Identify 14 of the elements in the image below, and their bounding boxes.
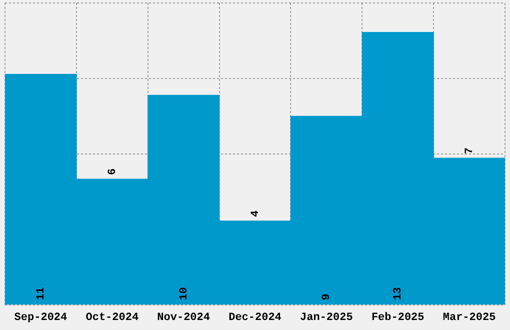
x-tick-label: Nov-2024 <box>157 312 210 324</box>
x-tick-label: Feb-2025 <box>371 312 425 324</box>
data-label: 13 <box>392 286 405 300</box>
data-label: 6 <box>106 168 119 176</box>
x-tick-label: Dec-2024 <box>228 312 282 324</box>
x-tick-label: Sep-2024 <box>14 312 68 324</box>
data-label: 11 <box>35 286 48 300</box>
x-tick-label: Mar-2025 <box>442 312 496 324</box>
x-tick-label: Jan-2025 <box>300 312 354 324</box>
data-label: 7 <box>464 147 476 154</box>
data-label: 9 <box>321 294 334 300</box>
data-label: 4 <box>250 210 262 217</box>
x-tick-label: Oct-2024 <box>86 312 139 324</box>
data-label: 10 <box>178 287 190 300</box>
